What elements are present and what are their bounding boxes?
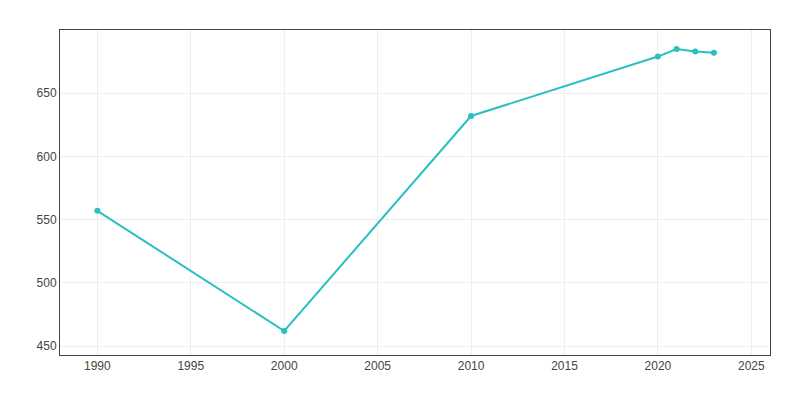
svg-text:550: 550 — [37, 213, 57, 227]
svg-text:2005: 2005 — [364, 359, 391, 373]
svg-text:600: 600 — [37, 150, 57, 164]
svg-text:2010: 2010 — [458, 359, 485, 373]
svg-text:1995: 1995 — [177, 359, 204, 373]
svg-text:500: 500 — [37, 276, 57, 290]
svg-text:2015: 2015 — [551, 359, 578, 373]
svg-text:2020: 2020 — [645, 359, 672, 373]
svg-text:2000: 2000 — [271, 359, 298, 373]
svg-text:650: 650 — [37, 86, 57, 100]
svg-text:450: 450 — [37, 339, 57, 353]
svg-text:1990: 1990 — [84, 359, 111, 373]
svg-text:2025: 2025 — [738, 359, 765, 373]
